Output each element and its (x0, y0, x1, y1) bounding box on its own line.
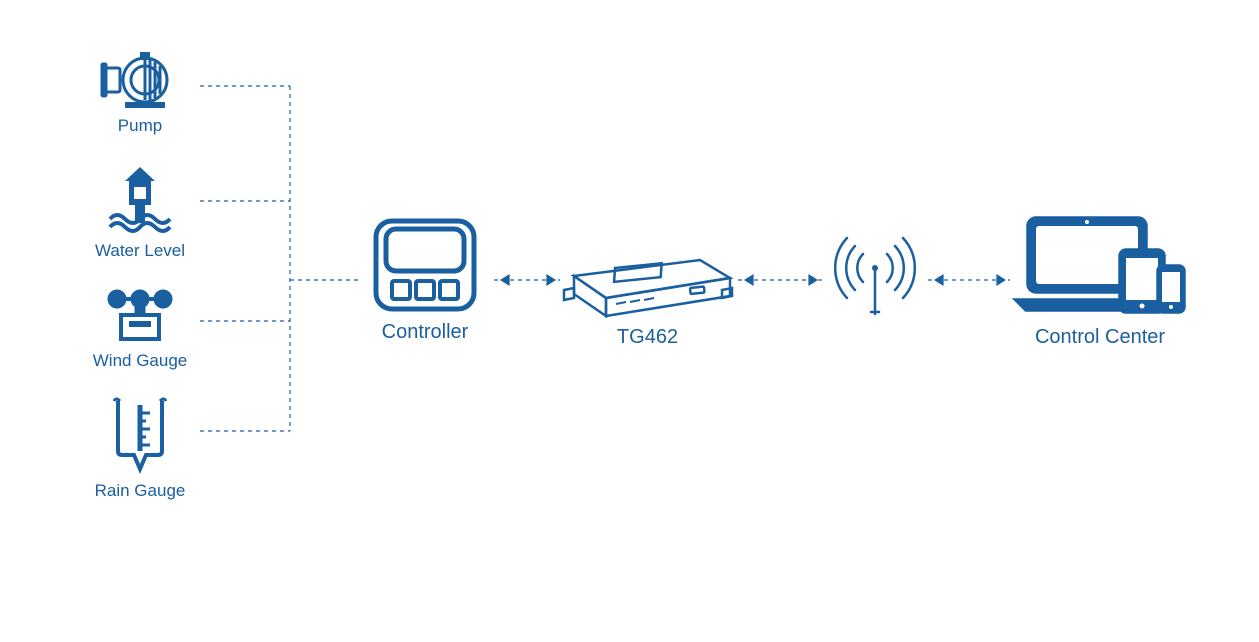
wind-gauge-label: Wind Gauge (90, 351, 190, 371)
water-level-node: Water Level (90, 165, 190, 261)
pump-icon (100, 50, 180, 110)
diagram-canvas: Pump Water Level (0, 0, 1259, 642)
pump-node: Pump (90, 50, 190, 136)
wireless-icon (825, 228, 925, 328)
controller-icon (370, 215, 480, 315)
control-center-label: Control Center (1010, 326, 1190, 349)
wind-gauge-node: Wind Gauge (90, 285, 190, 371)
water-level-icon (105, 165, 175, 235)
wireless-node (825, 228, 925, 328)
tg462-icon (560, 240, 735, 320)
rain-gauge-node: Rain Gauge (90, 395, 190, 501)
wind-gauge-icon (105, 285, 175, 345)
controller-node: Controller (360, 215, 490, 344)
water-level-label: Water Level (90, 241, 190, 261)
control-center-node: Control Center (1010, 210, 1190, 349)
tg462-label: TG462 (560, 326, 735, 349)
pump-label: Pump (90, 116, 190, 136)
control-center-icon (1010, 210, 1190, 320)
tg462-node: TG462 (560, 240, 735, 349)
controller-label: Controller (360, 321, 490, 344)
rain-gauge-label: Rain Gauge (90, 481, 190, 501)
rain-gauge-icon (110, 395, 170, 475)
